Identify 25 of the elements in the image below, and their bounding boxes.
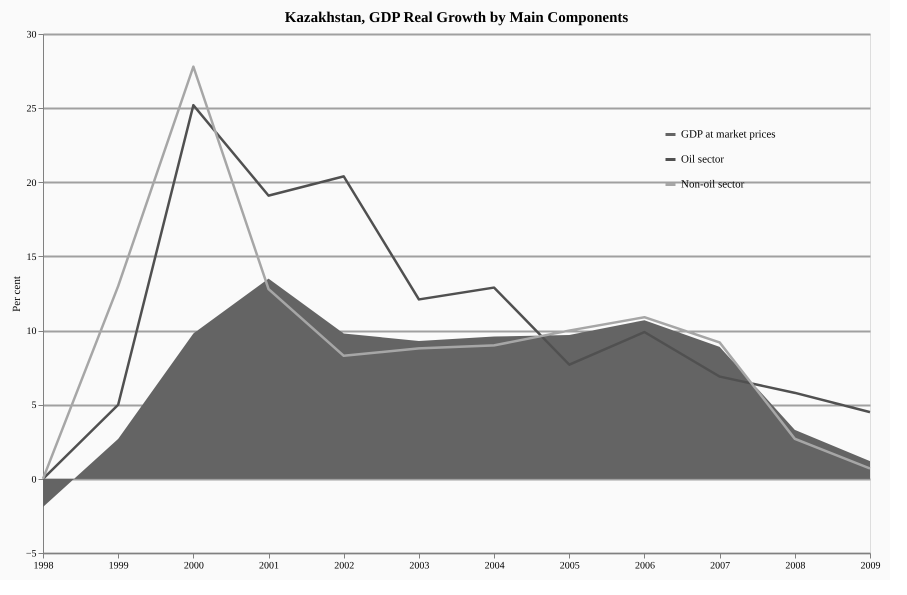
x-tick-label: 2001 — [259, 560, 280, 572]
y-tick-label: 20 — [26, 178, 36, 189]
y-tick-label: 10 — [26, 326, 36, 338]
legend-label: Oil sector — [681, 154, 724, 166]
x-tick-label: 1998 — [34, 560, 54, 572]
y-tick-label: −5 — [26, 548, 36, 560]
x-tick-label: 2006 — [634, 560, 655, 572]
x-tick-label: 2007 — [710, 560, 730, 572]
x-tick-label: 2008 — [785, 560, 806, 572]
y-tick-label: 30 — [26, 30, 36, 40]
y-axis-title: Per cent — [10, 276, 23, 312]
x-tick-label: 2009 — [860, 560, 880, 572]
x-tick-label: 2004 — [484, 560, 505, 572]
legend-label: GDP at market prices — [681, 128, 776, 140]
y-tick-label: 0 — [32, 474, 36, 486]
legend-label: Non-oil sector — [681, 178, 745, 190]
y-tick-label: 15 — [26, 252, 36, 263]
chart-title: Kazakhstan, GDP Real Growth by Main Components — [284, 10, 628, 26]
x-tick-label: 1999 — [108, 560, 129, 572]
x-tick-label: 2000 — [184, 560, 204, 572]
x-tick-label: 2005 — [560, 560, 580, 572]
x-tick-label: 2002 — [334, 560, 354, 572]
x-tick-label: 2003 — [409, 560, 430, 572]
y-tick-label: 25 — [26, 104, 36, 115]
y-tick-label: 5 — [32, 400, 36, 412]
